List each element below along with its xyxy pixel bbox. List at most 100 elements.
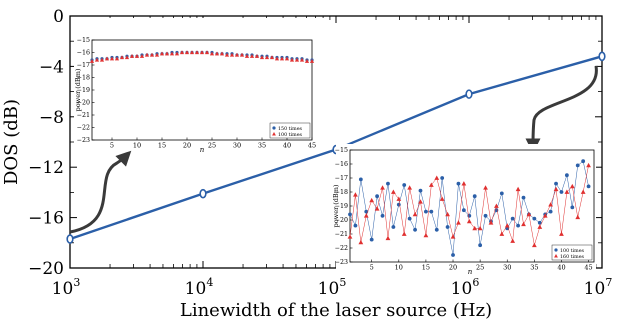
inset-circle-marker	[554, 181, 558, 186]
inset-circle-marker	[396, 202, 401, 207]
inset-circle-marker	[440, 176, 445, 180]
inset-legend-triangle-marker	[554, 254, 558, 258]
inset-legend-label: 160 times	[560, 254, 585, 260]
inset-circle-marker	[353, 223, 358, 228]
inset-triangle-marker	[144, 52, 150, 57]
inset-triangle-marker	[89, 59, 95, 63]
inset-y-tick-label: −21	[335, 231, 348, 238]
inset-triangle-marker	[531, 242, 537, 248]
main-y-tick-label: −20	[28, 259, 64, 279]
main-data-point	[465, 89, 473, 99]
inset-triangle-marker	[259, 55, 265, 60]
inset-triangle-marker	[401, 231, 407, 236]
inset-triangle-marker	[199, 50, 205, 55]
inset-circle-marker	[537, 220, 542, 225]
inset-top-chart: 5 10 15 20 25 30 35 40 45 −15 −16 −17 −18 −19 −20 −21 −2…	[74, 18, 324, 154]
inset-triangle-marker	[174, 51, 180, 56]
inset-triangle-marker	[358, 239, 364, 245]
inset-triangle-marker	[264, 55, 270, 60]
inset-triangle-marker	[254, 54, 260, 58]
inset-triangle-marker	[548, 202, 553, 207]
inset-x-tick-label: 40	[283, 142, 291, 150]
inset-legend-box	[269, 122, 311, 139]
inset-triangle-marker	[423, 232, 429, 238]
inset-triangle-marker	[569, 183, 575, 189]
main-x-tick-label: 106	[451, 276, 480, 299]
inset-x-tick-label: 25	[476, 264, 484, 272]
inset-circle-marker	[510, 216, 515, 221]
inset-circle-marker	[570, 205, 575, 210]
inset-triangle-marker	[309, 59, 315, 63]
inset-triangle-marker	[483, 185, 488, 190]
inset-circle-marker	[380, 213, 385, 218]
inset-legend-label: 150 times	[278, 126, 303, 132]
inset-triangle-marker	[184, 50, 190, 55]
inset-bottom-axis-ticks: 5 10 15 20 25 30 35 40 45 −15 −16 −17 −18 −19 −20 −21 −2…	[335, 147, 593, 271]
inset-legend-box	[551, 244, 593, 261]
inset-triangle-marker	[385, 235, 391, 241]
inset-circle-marker	[424, 209, 428, 214]
inset-circle-marker	[472, 194, 477, 199]
inset-legend-circle-marker	[554, 248, 558, 252]
inset-triangle-marker	[249, 54, 255, 58]
main-y-tick-label: −16	[28, 209, 64, 229]
inset-circle-marker	[581, 159, 586, 164]
inset-y-tick-label: −17	[77, 62, 90, 69]
inset-triangle-marker	[564, 189, 570, 194]
inset-y-tick-label: −23	[335, 259, 348, 266]
inset-y-tick-label: −16	[335, 161, 348, 168]
inset-legend-triangle-marker	[272, 132, 276, 136]
inset-triangle-marker	[134, 54, 140, 58]
inset-circle-marker	[456, 181, 461, 186]
inset-y-tick-label: −18	[77, 75, 90, 82]
inset-circle-marker	[548, 209, 553, 214]
inset-y-tick-label: −18	[335, 189, 348, 196]
inset-triangle-marker	[219, 51, 225, 56]
inset-triangle-marker	[412, 211, 418, 217]
inset-triangle-marker	[179, 50, 185, 55]
inset-circle-marker	[402, 183, 407, 187]
inset-circle-marker	[499, 191, 504, 196]
inset-x-tick-label: 35	[530, 264, 538, 272]
inset-triangle-marker	[204, 50, 210, 55]
inset-circle-marker	[418, 188, 423, 193]
inset-triangle-marker	[374, 206, 380, 211]
inset-triangle-marker	[428, 182, 434, 187]
inset-triangle-marker	[109, 56, 115, 61]
inset-circle-marker	[413, 227, 417, 232]
main-y-tick-label: −8	[39, 108, 64, 128]
inset-triangle-marker	[139, 54, 145, 58]
inset-triangle-marker	[488, 220, 494, 225]
inset-triangle-marker	[279, 56, 285, 61]
main-data-point	[598, 51, 606, 62]
inset-triangle-marker	[229, 52, 235, 57]
inset-triangle-marker	[526, 211, 532, 217]
inset-triangle-marker	[559, 231, 564, 236]
inset-legend-label: 100 times	[278, 132, 303, 138]
inset-triangle-marker	[149, 52, 155, 57]
inset-top-series	[89, 50, 315, 63]
inset-triangle-marker	[586, 162, 591, 168]
inset-top-background	[74, 18, 324, 143]
inset-triangle-marker	[494, 203, 499, 208]
inset-triangle-marker	[504, 223, 510, 228]
inset-triangle-marker	[369, 197, 375, 203]
inset-circle-marker	[434, 227, 439, 232]
inset-bottom-x-axis-label: n	[468, 268, 473, 276]
inset-triangle-marker	[304, 59, 310, 63]
inset-bottom-y-axis-label: power (dBm)	[332, 184, 340, 227]
inset-triangle-marker	[363, 213, 369, 218]
inset-x-tick-label: 20	[183, 142, 191, 150]
inset-y-tick-label: −15	[335, 147, 348, 154]
main-data-point	[199, 188, 207, 199]
inset-x-tick-label: 45	[584, 264, 592, 272]
inset-x-tick-label: 20	[449, 264, 457, 272]
inset-triangle-marker	[239, 52, 245, 57]
inset-top-x-axis-label: n	[200, 146, 205, 154]
inset-triangle-marker	[553, 186, 559, 192]
inset-circle-marker	[375, 194, 380, 199]
main-x-tick-label: 103	[52, 276, 81, 299]
main-x-tick-label: 104	[185, 276, 214, 299]
